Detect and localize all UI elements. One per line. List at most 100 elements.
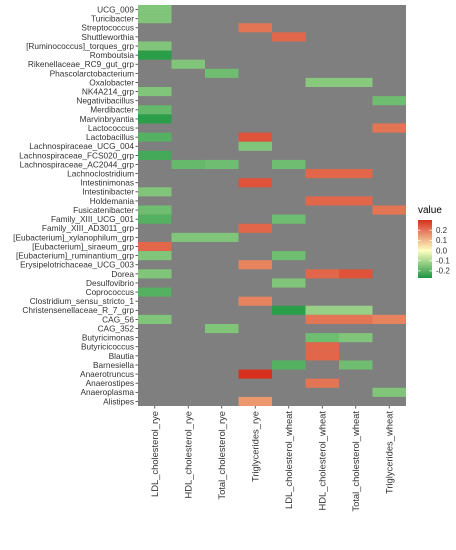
row-label: Romboutsia bbox=[90, 50, 135, 60]
heatmap-cell bbox=[138, 150, 172, 160]
row-label: Barnesiella bbox=[93, 360, 134, 370]
heatmap-cell bbox=[272, 251, 306, 261]
row-label: Negativibacillus bbox=[76, 96, 134, 106]
heatmap-cell bbox=[272, 278, 306, 288]
row-label: CAG_352 bbox=[98, 323, 135, 333]
heatmap-cell bbox=[138, 41, 172, 51]
row-label: Oxalobacter bbox=[89, 77, 134, 87]
column-label: HDL_cholesterol_wheat bbox=[316, 411, 327, 511]
heatmap-cell bbox=[138, 105, 172, 115]
heatmap-cell bbox=[205, 232, 239, 242]
row-label: Erysipelotrichaceae_UCG_003 bbox=[20, 260, 134, 270]
column-label: Total_cholesterol_wheat bbox=[350, 411, 361, 512]
column-label: Triglycerides_rye bbox=[249, 411, 260, 482]
column-label: HDL_cholesterol_rye bbox=[182, 411, 193, 499]
heatmap-cell bbox=[272, 159, 306, 170]
column-label: LDL_cholesterol_wheat bbox=[283, 411, 294, 509]
legend-tick-label: 0.2 bbox=[436, 226, 448, 235]
legend-ticks: 0.20.10.0 -0.1-0.2 bbox=[418, 226, 450, 276]
row-label: Butyricicoccus bbox=[81, 342, 134, 352]
heatmap-cell bbox=[305, 314, 339, 324]
heatmap-cell bbox=[171, 159, 205, 170]
heatmap-cell bbox=[171, 59, 205, 69]
heatmap-cell bbox=[305, 305, 339, 315]
heatmap-cell bbox=[339, 333, 373, 343]
row-label: Alistipes bbox=[103, 396, 134, 406]
row-labels: UCG_009TuricibacterStreptococcusShuttlew… bbox=[13, 4, 138, 406]
row-label: Family_XIII_UCG_001 bbox=[51, 214, 134, 224]
row-label: Anaerotruncus bbox=[80, 369, 134, 379]
heatmap-cell bbox=[272, 214, 306, 224]
legend-title: value bbox=[418, 205, 442, 216]
heatmap-cell bbox=[238, 178, 272, 188]
row-label: Streptococcus bbox=[81, 23, 134, 33]
heatmap-cell bbox=[138, 214, 172, 224]
heatmap-cell bbox=[272, 360, 306, 370]
heatmap-cell bbox=[138, 50, 172, 60]
row-label: Rikenellaceae_RC9_gut_grp bbox=[28, 59, 134, 69]
row-label: Butyricimonas bbox=[82, 333, 134, 343]
heatmap-cell bbox=[205, 68, 239, 78]
heatmap-cell bbox=[238, 260, 272, 270]
heatmap-cell bbox=[305, 378, 339, 388]
row-label: Family_XIII_AD3011_grp bbox=[42, 223, 134, 233]
heatmap-cell bbox=[138, 314, 172, 324]
heatmap-cell bbox=[138, 205, 172, 215]
row-label: Holdemania bbox=[90, 196, 135, 206]
heatmap-cell bbox=[138, 114, 172, 124]
row-label: [Eubacterium]_siraeum_grp bbox=[32, 241, 134, 251]
column-labels: LDL_cholesterol_rye HDL_cholesterol_rye To… bbox=[149, 406, 394, 512]
row-label: Intestinibacter bbox=[82, 187, 134, 197]
heatmap-cell bbox=[372, 205, 406, 215]
heatmap-cell bbox=[238, 369, 272, 379]
row-label: CAG_56 bbox=[102, 314, 134, 324]
legend-color-bar bbox=[418, 220, 432, 278]
heatmap-cell bbox=[305, 342, 339, 352]
heatmap-cell bbox=[339, 196, 373, 206]
heatmap-cell bbox=[305, 77, 339, 88]
row-label: Anaeroplasma bbox=[80, 387, 134, 397]
heatmap-cell bbox=[138, 251, 172, 261]
heatmap-cell bbox=[339, 169, 373, 179]
heatmap-cell bbox=[238, 396, 272, 406]
row-label: Lactobacillus bbox=[86, 132, 134, 142]
column-label: LDL_cholesterol_rye bbox=[149, 411, 160, 497]
heatmap-cell bbox=[138, 5, 172, 15]
row-label: Anaerostipes bbox=[86, 378, 134, 388]
heatmap-cell bbox=[272, 32, 306, 42]
row-label: Shuttleworthia bbox=[81, 32, 134, 42]
heatmap-cell bbox=[339, 77, 373, 88]
row-label: Desulfovibrio bbox=[86, 278, 134, 288]
heatmap-cell bbox=[238, 296, 272, 306]
row-label: [Eubacterium]_ruminantium_grp bbox=[16, 251, 134, 261]
heatmap-cell bbox=[305, 269, 339, 279]
row-label: Clostridium_sensu_stricto_1 bbox=[30, 296, 135, 306]
heatmap-cell bbox=[138, 87, 172, 97]
row-label: UCG_009 bbox=[97, 4, 134, 14]
row-label: Christensenellaceae_R_7_grp bbox=[22, 305, 134, 315]
heatmap-cell bbox=[305, 333, 339, 343]
heatmap-cell bbox=[238, 132, 272, 142]
heatmap-cell bbox=[305, 196, 339, 206]
heatmap-cell bbox=[138, 187, 172, 197]
heatmap-cell bbox=[238, 223, 272, 233]
color-legend: value 0.20.10.0 -0.1-0.2 bbox=[418, 205, 450, 278]
heatmap-cell bbox=[138, 241, 172, 252]
heatmap-cell bbox=[339, 360, 373, 370]
row-label: Lachnospiraceae_UCG_004 bbox=[29, 141, 134, 151]
heatmap-cell bbox=[372, 387, 406, 397]
row-label: [Ruminococcus]_torques_grp bbox=[26, 41, 134, 51]
row-label: Fusicatenibacter bbox=[73, 205, 134, 215]
heatmap-cell bbox=[138, 287, 172, 297]
heatmap-cell bbox=[138, 132, 172, 142]
legend-tick-label: -0.2 bbox=[436, 267, 450, 276]
row-label: Dorea bbox=[111, 269, 134, 279]
row-label: Intestinimonas bbox=[81, 178, 135, 188]
heatmap-cell bbox=[272, 305, 306, 315]
row-label: Merdibacter bbox=[90, 105, 134, 115]
heatmap-cell bbox=[138, 14, 172, 24]
row-label: Lachnoclostridium bbox=[67, 169, 134, 179]
column-label: Triglycerides_wheat bbox=[383, 411, 394, 494]
heatmap-cell bbox=[171, 232, 205, 242]
